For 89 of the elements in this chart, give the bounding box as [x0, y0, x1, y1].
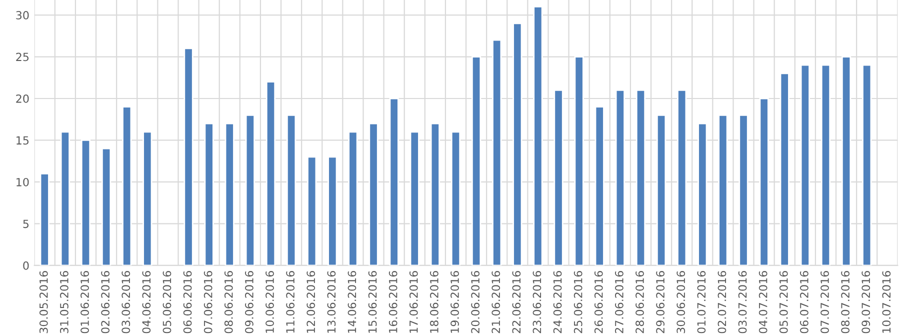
bar — [328, 156, 338, 266]
bar — [615, 89, 625, 266]
x-tick-label: 19.06.2016 — [450, 271, 459, 333]
y-tick-label: 5 — [23, 220, 29, 228]
x-tick-label: 08.07.2016 — [841, 271, 850, 334]
bar — [286, 114, 296, 266]
bar — [594, 106, 604, 266]
bar — [656, 114, 666, 266]
bar — [142, 131, 152, 266]
x-tick-label: 05.06.2016 — [162, 271, 172, 334]
bar — [245, 114, 255, 266]
bar — [122, 106, 132, 266]
x-tick-label: 16.06.2016 — [388, 271, 398, 333]
x-tick-label: 13.06.2016 — [327, 271, 336, 333]
bar — [780, 72, 790, 266]
x-tick-label: 06.06.2016 — [183, 271, 192, 334]
bar — [184, 48, 194, 266]
bar — [492, 39, 502, 266]
x-tick-label: 17.06.2016 — [409, 271, 418, 333]
x-tick-label: 01.06.2016 — [80, 271, 89, 334]
x-tick-label: 02.06.2016 — [101, 271, 110, 334]
x-tick-label: 14.06.2016 — [348, 271, 356, 333]
x-tick-label: 04.06.2016 — [142, 271, 151, 334]
y-tick-label: 0 — [23, 261, 29, 270]
x-tick-label: 09.06.2016 — [245, 271, 254, 334]
y-tick-label: 25 — [16, 52, 29, 62]
bar — [512, 22, 522, 266]
bar — [841, 56, 852, 266]
x-tick-label: 20.06.2016 — [471, 271, 480, 334]
bar — [820, 64, 831, 266]
bar — [471, 56, 482, 266]
x-tick-label: 04.07.2016 — [758, 271, 768, 334]
x-tick-label: 06.07.2016 — [800, 271, 808, 334]
y-tick-label: 30 — [16, 11, 29, 20]
x-tick-label: 24.06.2016 — [553, 271, 562, 334]
y-tick-label: 20 — [16, 94, 29, 103]
x-tick-label: 03.06.2016 — [122, 271, 130, 334]
y-tick-label: 15 — [16, 136, 29, 145]
x-tick-label: 25.06.2016 — [574, 271, 582, 334]
x-tick-label: 18.06.2016 — [430, 271, 438, 333]
x-tick-label: 07.06.2016 — [204, 271, 212, 334]
bar — [266, 81, 276, 266]
x-tick-label: 02.07.2016 — [718, 271, 726, 334]
bar — [677, 89, 687, 266]
bar — [759, 98, 769, 266]
x-tick-label: 08.06.2016 — [224, 271, 233, 334]
x-tick-label: 12.06.2016 — [306, 271, 316, 333]
x-tick-label: 27.06.2016 — [614, 271, 624, 334]
x-tick-label: 11.06.2016 — [286, 271, 295, 333]
bar — [574, 56, 584, 266]
bar — [389, 98, 399, 266]
bar — [410, 131, 420, 266]
x-tick-label: 05.07.2016 — [779, 271, 788, 334]
bar — [862, 64, 872, 266]
bar — [204, 122, 214, 266]
x-tick-label: 30.06.2016 — [676, 271, 686, 334]
bar — [800, 64, 810, 266]
bar — [533, 6, 543, 266]
x-tick-label: 10.06.2016 — [266, 271, 274, 333]
bar — [738, 114, 748, 266]
x-tick-label: 07.07.2016 — [820, 271, 829, 334]
bar — [80, 140, 91, 266]
bar — [450, 131, 461, 266]
x-tick-label: 29.06.2016 — [656, 271, 665, 334]
bar — [307, 156, 317, 266]
bar — [224, 122, 234, 266]
bar — [430, 122, 440, 266]
bar — [718, 114, 728, 266]
x-tick-label: 21.06.2016 — [492, 271, 500, 334]
bar — [368, 122, 378, 266]
x-tick-label: 01.07.2016 — [697, 271, 706, 334]
y-tick-label: 10 — [16, 178, 29, 186]
bar — [60, 131, 70, 266]
x-tick-label: 09.07.2016 — [862, 271, 870, 334]
x-tick-label: 23.06.2016 — [532, 271, 542, 334]
x-tick-label: 22.06.2016 — [512, 271, 521, 334]
bar — [101, 148, 112, 266]
bar — [636, 89, 646, 266]
x-tick-label: 31.05.2016 — [60, 271, 68, 334]
bar — [554, 89, 564, 266]
bar — [698, 122, 708, 266]
bar — [348, 131, 358, 266]
x-tick-label: 30.05.2016 — [39, 271, 48, 334]
x-tick-label: 28.06.2016 — [636, 271, 644, 334]
bar — [40, 172, 50, 266]
x-tick-label: 26.06.2016 — [594, 271, 603, 334]
x-tick-label: 03.07.2016 — [738, 271, 747, 334]
x-tick-label: 15.06.2016 — [368, 271, 377, 333]
x-tick-label: 10.07.2016 — [882, 271, 891, 333]
